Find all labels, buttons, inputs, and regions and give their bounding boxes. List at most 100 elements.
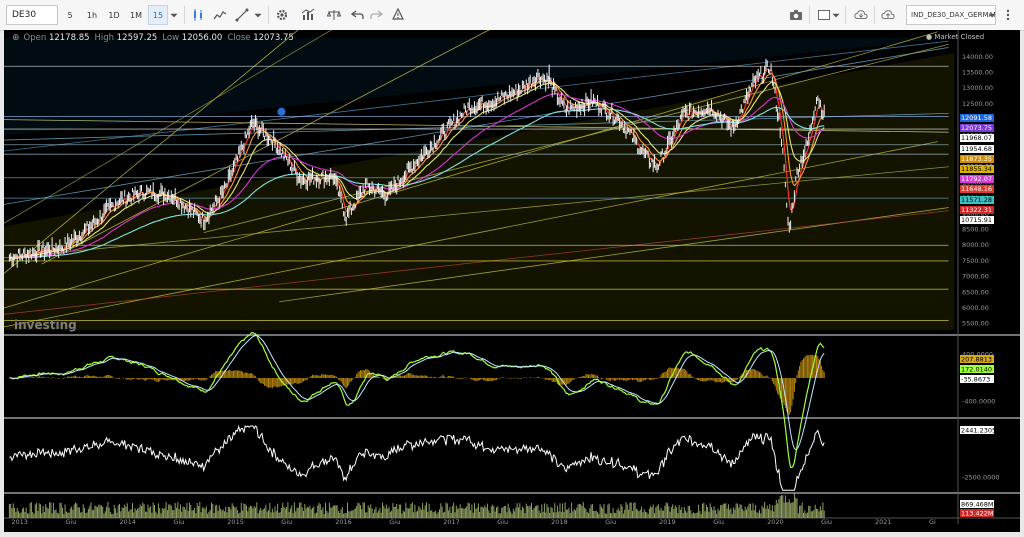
price-label: 11792.07 <box>960 175 994 184</box>
y-tick-label: 400.0000 <box>962 351 993 359</box>
y-tick-label: 8500.00 <box>962 226 989 234</box>
price-bars <box>8 58 825 268</box>
symbol-input[interactable]: DE30 <box>6 5 58 25</box>
trend-line <box>203 43 949 234</box>
instrument-dropdown-icon[interactable] <box>986 5 998 25</box>
trend-line <box>4 119 949 133</box>
y-tick-label: 13000.00 <box>962 84 993 92</box>
y-tick-label: 6500.00 <box>962 288 989 296</box>
trend-line <box>4 30 299 274</box>
toolbar-divider <box>809 6 810 24</box>
layout-icon[interactable] <box>814 5 834 25</box>
x-tick-label: Gi <box>929 518 936 526</box>
macd-line <box>9 331 825 469</box>
cloud-download-icon[interactable] <box>850 5 872 25</box>
market-status-text: Market Closed <box>934 33 985 41</box>
price-label: 11571.28 <box>960 195 994 204</box>
x-tick-label: 2019 <box>659 518 676 526</box>
toolbar-divider <box>845 6 846 24</box>
trend-line <box>4 31 938 309</box>
trend-line <box>41 30 490 265</box>
x-tick-label: 2016 <box>335 518 352 526</box>
x-tick-label: Giu <box>821 518 832 526</box>
low-value: 12056.00 <box>181 33 223 43</box>
camera-icon[interactable] <box>786 5 806 25</box>
cloud-upload-icon[interactable] <box>877 5 899 25</box>
x-tick-label: 2021 <box>875 518 892 526</box>
x-tick-label: Giu <box>173 518 184 526</box>
y-tick-label: 8000.00 <box>962 241 989 249</box>
layout-dropdown-icon[interactable] <box>830 5 842 25</box>
toolbar-divider <box>268 6 269 24</box>
moving-average-line <box>9 93 825 259</box>
price-label: 11873.35 <box>960 154 994 163</box>
instrument-name-field[interactable]: IND_DE30_DAX_GERMAN... <box>906 5 996 25</box>
x-tick-label: 2020 <box>767 518 784 526</box>
price-label: 10715.91 <box>960 216 994 224</box>
line-chart-icon[interactable] <box>210 5 230 25</box>
indicator-value-box <box>960 365 994 373</box>
signal-line <box>9 334 825 451</box>
indicator-value-box <box>960 355 994 363</box>
expand-legend-icon[interactable]: ⊕ <box>12 33 20 43</box>
price-label: 12073.75 <box>960 124 994 133</box>
x-tick-label: Giu <box>389 518 400 526</box>
x-tick-label: 2015 <box>227 518 244 526</box>
draw-dropdown-icon[interactable] <box>252 5 264 25</box>
indicator-value-box <box>960 426 994 434</box>
moving-average-line <box>9 107 825 259</box>
remove-drawings-icon[interactable] <box>388 5 408 25</box>
candles-icon[interactable] <box>188 5 208 25</box>
toolbar-divider <box>184 6 185 24</box>
x-tick-label: Giu <box>281 518 292 526</box>
indicator-value-label: 869.468M <box>961 501 994 509</box>
chart-toolbar: DE30 5 1h 1D 1M 15 <box>0 0 1024 31</box>
x-tick-label: Giu <box>605 518 616 526</box>
indicator-value-label: 207.8813 <box>961 356 992 364</box>
ohlc-readout: ⊕ Open 12178.85 High 12597.25 Low 12056.00 C… <box>12 33 299 43</box>
low-label: Low <box>162 33 180 43</box>
y-tick-label: 14000.00 <box>962 53 993 61</box>
oscillator-line <box>9 424 825 491</box>
timeframe-1d[interactable]: 1D <box>108 10 120 20</box>
y-tick-label: 7500.00 <box>962 257 989 265</box>
indicator-value-box <box>960 500 994 508</box>
timeframe-1m[interactable]: 1M <box>130 10 142 20</box>
timeframe-dropdown-icon[interactable] <box>168 5 180 25</box>
undo-icon[interactable] <box>348 5 368 25</box>
price-label: 12091.58 <box>960 114 994 122</box>
chart-area[interactable]: 5500.00 6000.00 6500.00 7000.00 7500.00 8000.… <box>4 30 1020 532</box>
y-tick-label: 6000.00 <box>962 304 989 312</box>
x-tick-label: Giu <box>713 518 724 526</box>
price-label: 11855.34 <box>960 165 994 173</box>
high-label: High <box>94 33 115 43</box>
more-options-icon[interactable] <box>1001 5 1015 25</box>
close-label: Close <box>227 33 251 43</box>
indicators-icon[interactable] <box>298 5 318 25</box>
trend-line <box>4 210 949 315</box>
timeframe-1h[interactable]: 1h <box>86 10 98 20</box>
draw-tools-icon[interactable] <box>232 5 252 25</box>
x-tick-label: 2018 <box>551 518 568 526</box>
gear-icon[interactable] <box>272 5 292 25</box>
timeframe-15[interactable]: 15 <box>148 5 168 25</box>
redo-icon[interactable] <box>366 5 386 25</box>
y-tick-label: -400.0000 <box>962 397 995 405</box>
indicator-value-box <box>960 375 994 383</box>
x-tick-label: 2014 <box>119 518 136 526</box>
volume-bars <box>8 493 825 518</box>
open-label: Open <box>23 33 47 43</box>
price-label: 11648.16 <box>960 185 994 194</box>
timeframe-5[interactable]: 5 <box>67 10 73 20</box>
market-status: ● Market Closed <box>926 33 985 41</box>
open-value: 12178.85 <box>48 33 90 43</box>
y-tick-label: 5500.00 <box>962 320 989 328</box>
price-label: 11954.68 <box>960 144 994 153</box>
y-tick-label: 9000.00 <box>962 210 989 218</box>
y-tick-label: -2500.0000 <box>962 473 1000 481</box>
trend-line <box>4 141 938 328</box>
trend-line <box>4 40 949 152</box>
chart-canvas[interactable]: 5500.00 6000.00 6500.00 7000.00 7500.00 8000.… <box>4 30 1020 532</box>
compare-icon[interactable] <box>324 5 344 25</box>
